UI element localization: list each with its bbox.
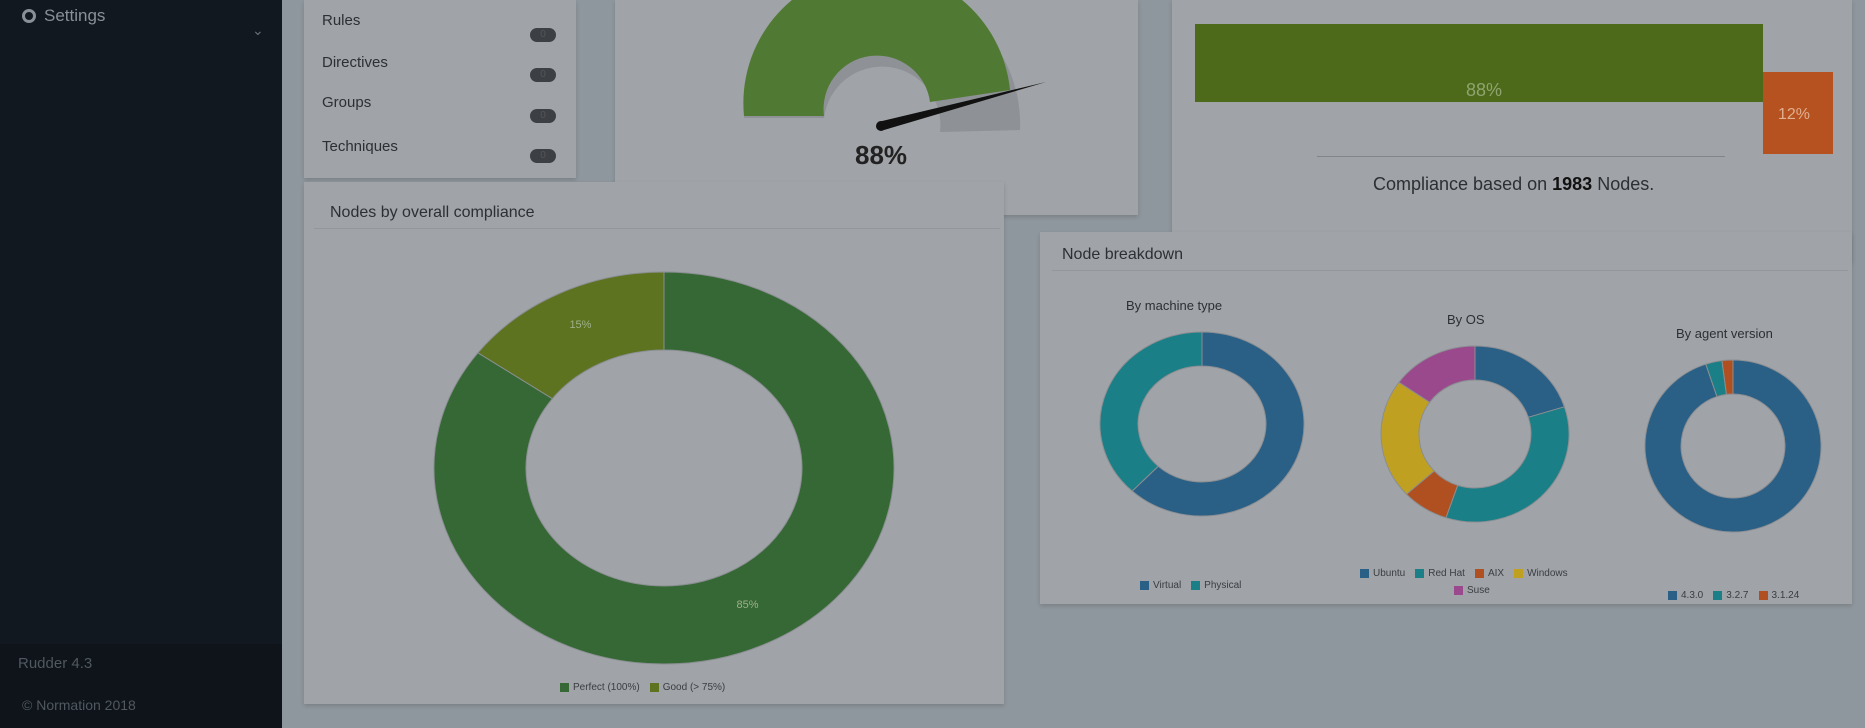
legend-label: Suse [1467,585,1490,596]
donut-slice[interactable] [1131,331,1305,517]
nodes-compliance-legend: Perfect (100%) Good (> 75%) [560,682,725,693]
donut-slice[interactable] [433,271,895,665]
divider [314,228,1000,229]
sidebar-footer [0,644,282,728]
compliance-caption: Compliance based on 1983 Nodes. [1373,174,1654,195]
legend-label: 3.1.24 [1771,590,1800,601]
compliance-bar-good [1195,24,1763,102]
legend-label: 3.2.7 [1726,590,1749,601]
legend-item[interactable]: 4.3.0 [1668,590,1703,601]
donut-slice[interactable] [1644,359,1822,533]
legend-label: 4.3.0 [1681,590,1704,601]
os-legend: Ubuntu Red Hat AIX Windows Suse [1360,568,1580,596]
os-title: By OS [1447,312,1485,327]
summary-label-groups[interactable]: Groups [322,94,372,111]
caption-suffix: Nodes. [1597,174,1655,194]
summary-badge-groups: 0 [530,109,556,123]
donut-hole [1682,395,1784,497]
chevron-down-icon[interactable]: ⌄ [252,22,264,38]
donut-hole [1420,381,1530,487]
summary-card: Rules 0 Directives 0 Groups 0 Techniques… [304,0,576,178]
caption-prefix: Compliance based on [1373,174,1548,194]
summary-badge-directives: 0 [530,68,556,82]
legend-label: AIX [1487,568,1505,579]
node-breakdown-title: Node breakdown [1062,246,1183,263]
agent-version-legend: 4.3.0 3.2.7 3.1.24 [1668,590,1799,601]
legend-swatch [1191,581,1201,590]
gauge-value: 88% [855,140,908,170]
compliance-bar-good-label: 88% [1466,80,1503,100]
copyright: © Normation 2018 [22,697,136,713]
legend-swatch [1360,569,1369,578]
sidebar-item-settings[interactable]: Settings [22,6,105,26]
legend-item[interactable]: Suse [1454,585,1490,596]
legend-swatch [1474,569,1484,578]
gauge-fill [743,0,1010,116]
gear-icon [22,9,36,23]
legend-label: Virtual [1153,580,1182,591]
compliance-bar-bad-label: 12% [1778,106,1811,123]
legend-label: Red Hat [1428,568,1465,579]
legend-item[interactable]: Ubuntu [1360,568,1405,579]
donut-hole [1139,367,1265,481]
legend-swatch [1140,581,1149,590]
legend-item[interactable]: 3.2.7 [1713,590,1749,601]
legend-label: Perfect (100%) [573,682,640,693]
summary-badge-rules: 0 [530,28,556,42]
legend-item[interactable]: Red Hat [1415,568,1465,579]
legend-swatch [560,683,569,692]
compliance-bar-bad [1763,72,1833,154]
summary-label-rules[interactable]: Rules [322,12,361,29]
legend-swatch [1713,591,1723,600]
legend-swatch [1415,569,1425,578]
nodes-compliance-title: Nodes by overall compliance [330,204,535,221]
summary-badge-techniques: 0 [530,149,556,163]
divider [1052,270,1848,271]
app-version: Rudder 4.3 [18,655,93,672]
legend-label: Windows [1527,568,1568,579]
legend-swatch [1454,586,1463,595]
gauge-needle [878,82,1046,130]
slice-label: 15% [569,319,591,331]
legend-label: Good (> 75%) [662,682,726,693]
agent-version-title: By agent version [1676,326,1773,341]
summary-label-directives[interactable]: Directives [322,54,388,71]
sidebar-item-label: Settings [44,6,106,25]
legend-swatch [1758,591,1768,600]
node-count: 1983 [1552,174,1593,194]
donut-slice[interactable] [1398,345,1476,403]
legend-item[interactable]: Virtual [1140,580,1181,591]
legend-swatch [649,683,659,692]
donut-slice[interactable] [1099,331,1203,492]
machine-type-title: By machine type [1126,298,1223,313]
slice-label: 85% [737,599,759,611]
donut-hole [527,351,801,585]
legend-swatch [1514,569,1524,578]
legend-item[interactable]: Physical [1191,580,1241,591]
gauge-needle-pivot [876,121,886,131]
legend-swatch [1668,591,1677,600]
sidebar: Settings ⌄ Rudder 4.3 © Normation 2018 [0,0,282,728]
legend-item[interactable]: Good (> 75%) [649,682,726,693]
legend-item[interactable]: 3.1.24 [1758,590,1800,601]
legend-label: Ubuntu [1373,568,1406,579]
legend-item[interactable]: Perfect (100%) [560,682,640,693]
donut-slice[interactable] [1721,359,1734,395]
legend-item[interactable]: AIX [1474,568,1505,579]
divider [1317,156,1725,157]
summary-label-techniques[interactable]: Techniques [322,138,398,155]
machine-type-legend: Virtual Physical [1140,580,1241,591]
donut-slice[interactable] [477,271,665,400]
legend-item[interactable]: Windows [1514,568,1568,579]
legend-label: Physical [1204,580,1242,591]
donut-slice[interactable] [1445,406,1570,523]
